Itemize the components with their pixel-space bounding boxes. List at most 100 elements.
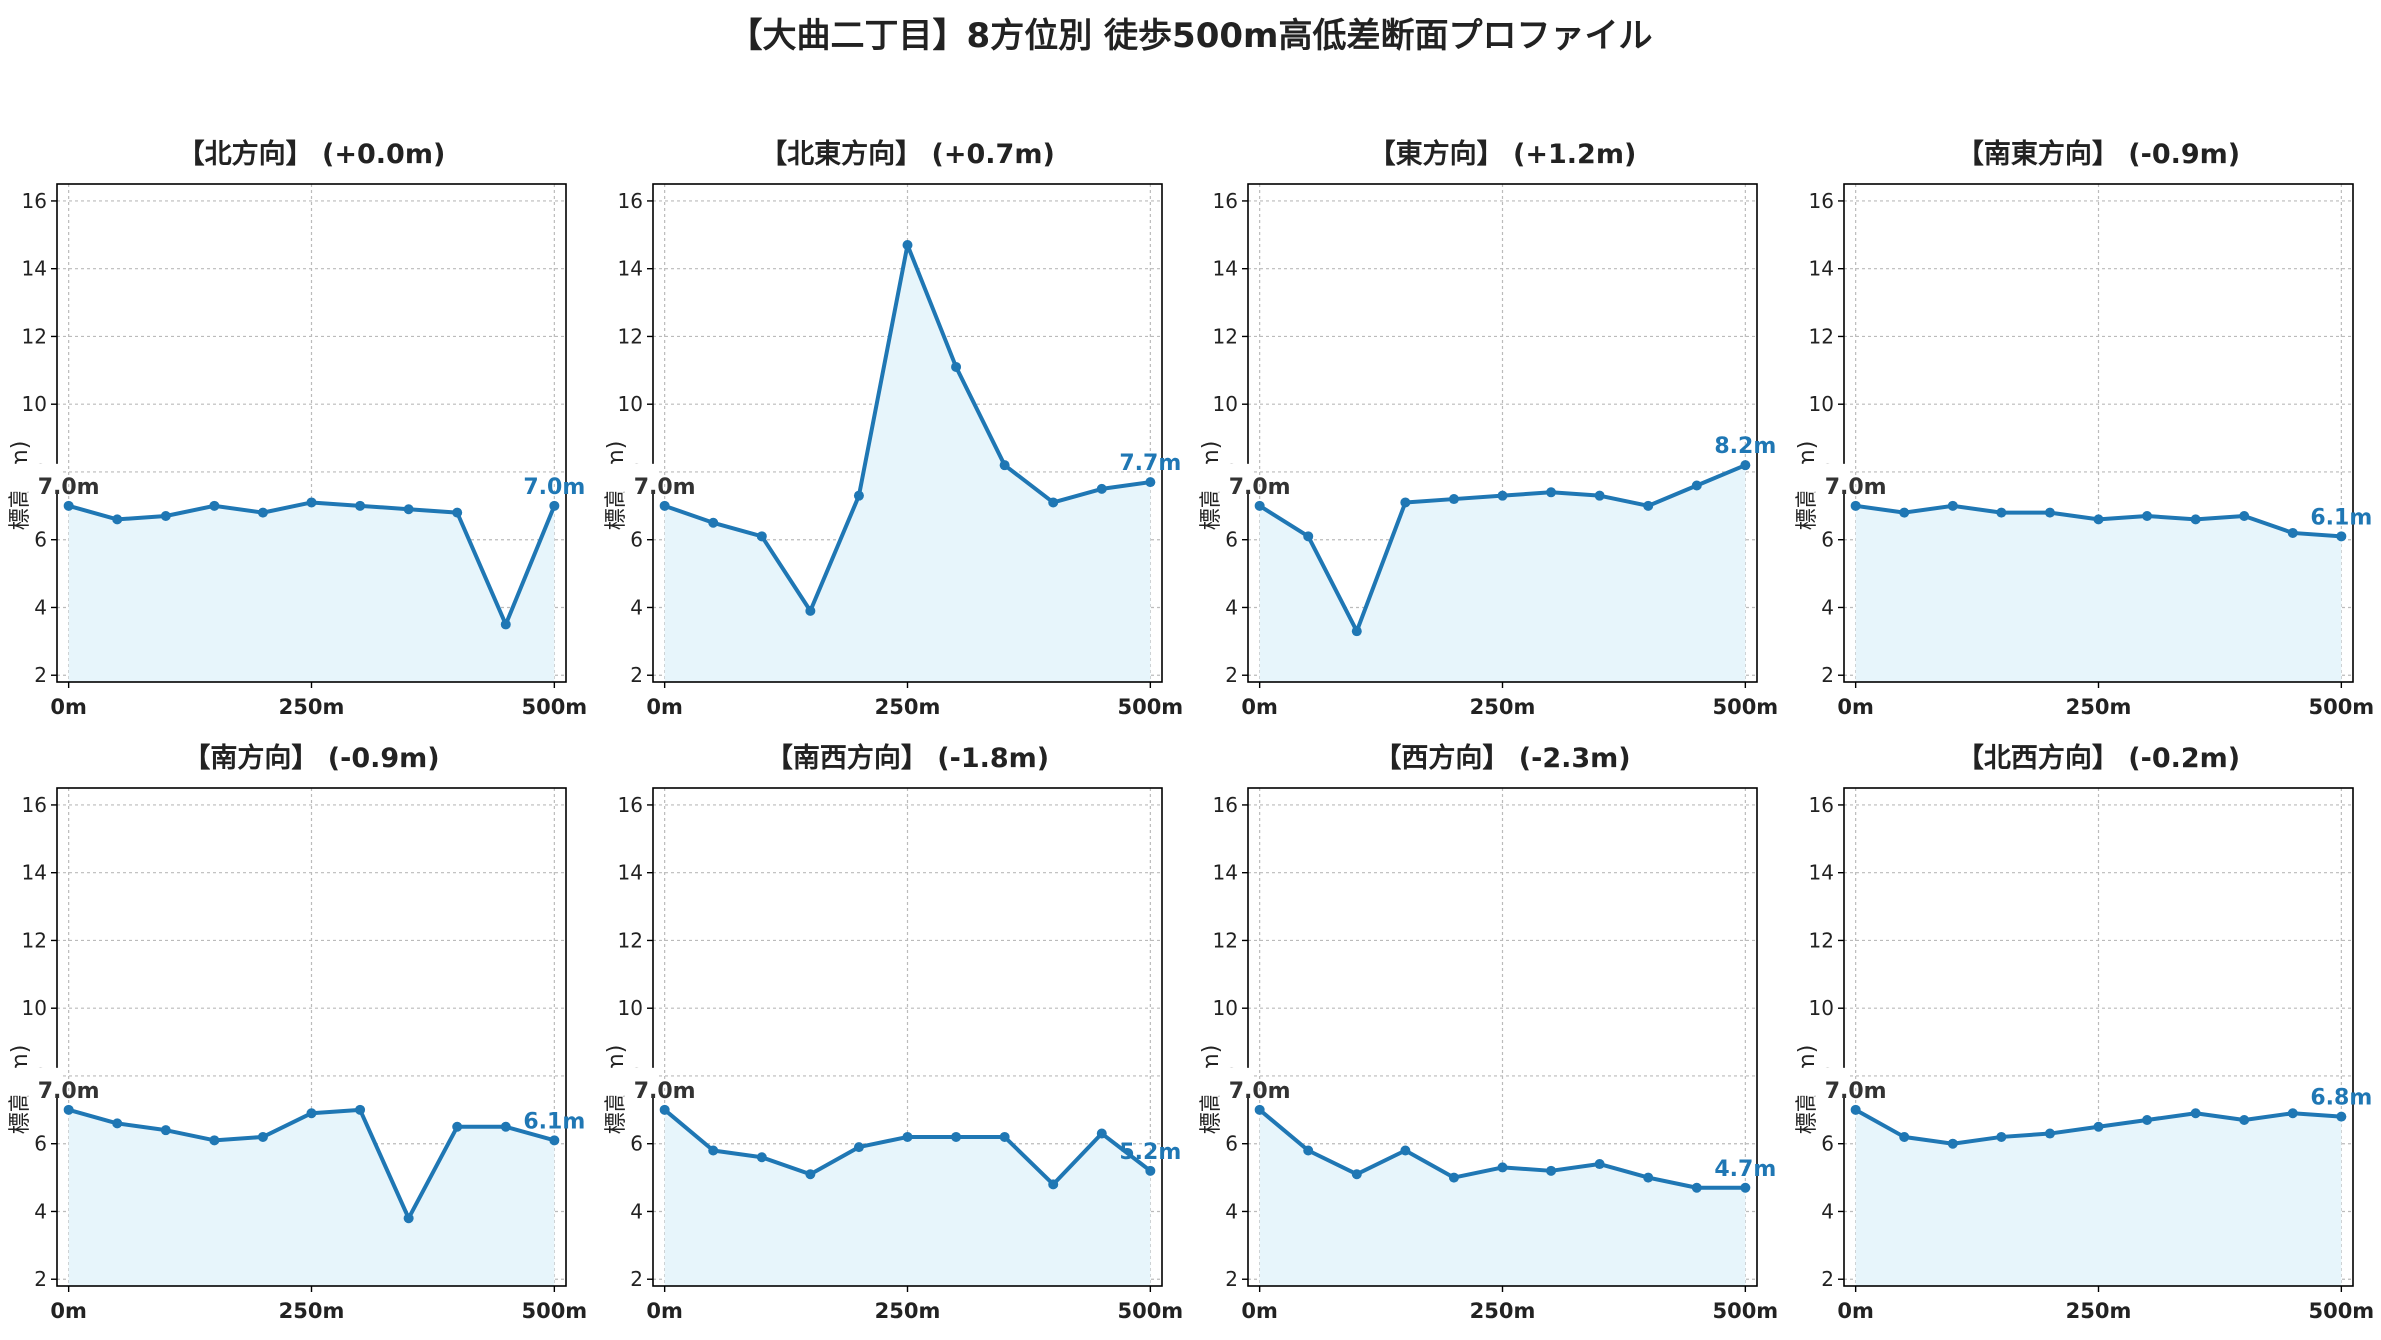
profile-point [853, 490, 864, 501]
y-tick-label: 12 [1809, 324, 1834, 348]
start-label-bg [1188, 1067, 1254, 1096]
y-tick-label: 4 [1225, 1199, 1238, 1223]
profile-point [1947, 500, 1958, 511]
end-value-label: 8.2m [1714, 434, 1776, 459]
profile-point [1740, 1182, 1751, 1193]
start-label-bg [1784, 1067, 1850, 1096]
profile-point [999, 460, 1010, 471]
profile-point [63, 1104, 74, 1115]
profile-point [1850, 500, 1861, 511]
profile-fill-area [1855, 1109, 2342, 1286]
profile-fill-area [1259, 465, 1746, 682]
profile-point [805, 1169, 816, 1180]
profile-point [1594, 1159, 1605, 1170]
profile-point [2142, 511, 2153, 521]
profile-point [708, 517, 719, 528]
profile-fill-area [664, 244, 1151, 682]
subplot-title: 【南東方向】 (-0.9m) [1957, 138, 2240, 170]
profile-point [1740, 460, 1751, 471]
start-label-bg [0, 463, 63, 492]
y-tick-label: 16 [618, 793, 643, 817]
end-value-label: 4.7m [1714, 1157, 1776, 1182]
start-label-bg [593, 1067, 659, 1096]
profile-point [1643, 1172, 1654, 1183]
x-tick-label: 250m [875, 695, 941, 719]
x-tick-label: 250m [2066, 695, 2132, 719]
y-tick-label: 16 [618, 189, 643, 213]
profile-point [951, 1131, 962, 1142]
profile-point [1691, 1182, 1702, 1193]
y-tick-label: 6 [1821, 1132, 1834, 1156]
profile-point [549, 1135, 560, 1146]
y-tick-label: 2 [630, 663, 643, 687]
profile-point [2336, 531, 2347, 542]
profile-point [1899, 507, 1910, 518]
x-tick-label: 250m [1470, 695, 1536, 719]
profile-point [1048, 1179, 1059, 1190]
start-value-label: 7.0m [1229, 475, 1291, 500]
y-tick-label: 10 [22, 392, 47, 416]
x-tick-label: 500m [1712, 695, 1778, 719]
y-tick-label: 10 [618, 392, 643, 416]
y-tick-label: 14 [1213, 257, 1238, 281]
profile-point [951, 361, 962, 372]
profile-point [1448, 494, 1459, 505]
profile-point [355, 1104, 366, 1115]
y-tick-label: 12 [1213, 928, 1238, 952]
y-tick-label: 4 [630, 1199, 643, 1223]
profile-point [306, 497, 317, 508]
profile-point [1546, 487, 1557, 498]
profile-point [1497, 490, 1508, 501]
start-value-label: 7.0m [634, 1079, 696, 1104]
x-tick-label: 0m [1837, 1299, 1874, 1323]
profile-point [452, 507, 463, 518]
profile-point [805, 605, 816, 616]
y-tick-label: 14 [618, 257, 643, 281]
profile-point [2044, 1128, 2055, 1139]
y-tick-label: 4 [34, 595, 47, 619]
x-tick-label: 250m [875, 1299, 941, 1323]
y-tick-label: 10 [22, 996, 47, 1020]
profile-point [2093, 1121, 2104, 1132]
start-label-bg [1188, 463, 1254, 492]
profile-point [306, 1108, 317, 1119]
y-tick-label: 16 [1213, 189, 1238, 213]
subplot-title: 【南方向】 (-0.9m) [183, 742, 439, 774]
profile-point [1254, 500, 1265, 511]
profile-fill-area [68, 502, 555, 682]
y-tick-label: 14 [618, 861, 643, 885]
profile-point [1303, 531, 1314, 542]
profile-point [112, 1118, 123, 1129]
y-tick-label: 12 [618, 324, 643, 348]
profile-point [2190, 514, 2201, 525]
profile-point [1303, 1145, 1314, 1156]
profile-point [2044, 507, 2055, 518]
end-value-label: 7.7m [1119, 451, 1181, 476]
profile-point [160, 511, 171, 521]
x-tick-label: 500m [2308, 695, 2374, 719]
y-tick-label: 2 [1225, 663, 1238, 687]
subplot-title: 【北西方向】 (-0.2m) [1957, 742, 2240, 774]
profile-point [999, 1131, 1010, 1142]
x-tick-label: 0m [1837, 695, 1874, 719]
profile-point [2093, 514, 2104, 525]
profile-point [853, 1142, 864, 1153]
y-tick-label: 10 [1213, 996, 1238, 1020]
y-tick-label: 10 [618, 996, 643, 1020]
y-tick-label: 6 [34, 1132, 47, 1156]
y-tick-label: 12 [618, 928, 643, 952]
y-tick-label: 2 [1821, 1267, 1834, 1291]
profile-point [160, 1125, 171, 1136]
profile-point [1497, 1162, 1508, 1173]
y-tick-label: 12 [1213, 324, 1238, 348]
y-tick-label: 2 [1225, 1267, 1238, 1291]
x-tick-label: 250m [279, 695, 345, 719]
y-tick-label: 6 [1821, 528, 1834, 552]
y-tick-label: 2 [34, 1267, 47, 1291]
end-value-label: 6.1m [2310, 505, 2372, 530]
y-tick-label: 4 [1225, 595, 1238, 619]
profile-point [756, 531, 767, 542]
profile-point [1145, 477, 1156, 488]
profile-point [1691, 480, 1702, 491]
y-tick-label: 2 [1821, 663, 1834, 687]
